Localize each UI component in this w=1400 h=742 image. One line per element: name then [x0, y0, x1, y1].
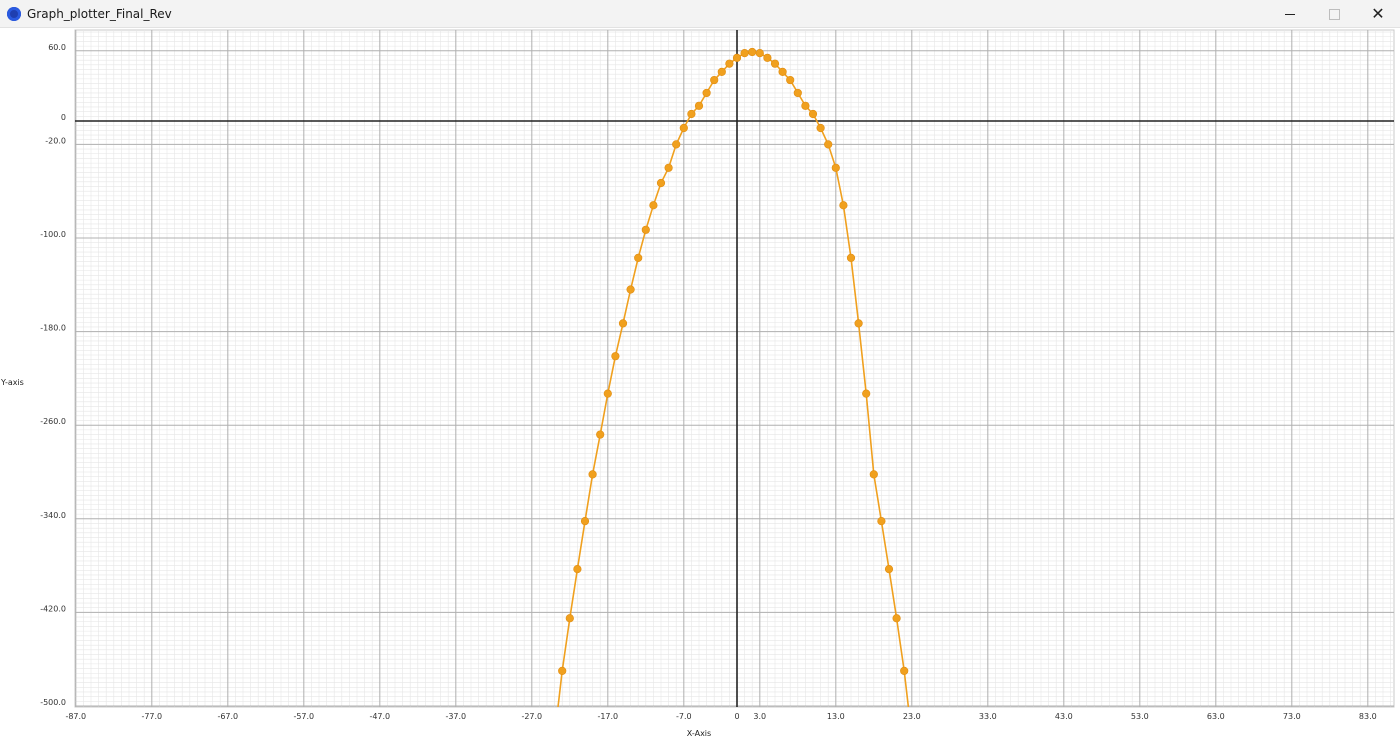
data-point [649, 201, 658, 210]
data-point [854, 319, 863, 328]
y-tick-label: -20.0 [45, 136, 66, 145]
plot-frame [74, 29, 1395, 708]
data-point [679, 123, 688, 133]
data-point [603, 389, 612, 398]
data-point [763, 53, 772, 62]
x-tick-label: 33.0 [979, 712, 997, 721]
data-point [626, 285, 635, 294]
data-point [862, 389, 871, 398]
data-point [717, 67, 726, 76]
tick-labels: -87.0 -77.0 -67.0 -57.0 -47.0 -37.0 -27.0 -17.0… [40, 43, 1377, 721]
y-axis-label: Y-axis [0, 378, 24, 387]
x-axis-label: X-Axis [687, 729, 711, 738]
data-point [573, 565, 582, 574]
x-tick-label: 23.0 [903, 712, 921, 721]
x-tick-label: -37.0 [445, 712, 466, 721]
data-point [786, 75, 795, 85]
series-line [557, 51, 910, 707]
y-tick-label: -180.0 [40, 324, 66, 333]
y-tick-label: -260.0 [40, 417, 66, 426]
data-point [740, 49, 749, 58]
y-tick-label: -100.0 [40, 230, 66, 239]
app-icon [7, 7, 21, 21]
data-point [611, 352, 620, 361]
x-tick-label: 63.0 [1207, 712, 1225, 721]
x-tick-label: 43.0 [1055, 712, 1073, 721]
data-point [634, 253, 643, 262]
x-tick-label: -7.0 [676, 712, 692, 721]
y-tick-label: 0 [61, 113, 66, 122]
data-point [672, 140, 681, 149]
data-point [580, 517, 590, 526]
data-point [816, 123, 825, 133]
data-point [702, 88, 711, 98]
data-point [664, 163, 673, 172]
data-point [656, 178, 666, 188]
data-point [641, 225, 650, 234]
x-tick-label: 3.0 [753, 712, 766, 721]
data-point [831, 163, 840, 172]
y-tick-label: 60.0 [48, 43, 66, 52]
x-tick-label: -67.0 [217, 712, 238, 721]
data-point [732, 53, 742, 62]
major-grid [75, 30, 1394, 707]
title-bar: Graph_plotter_Final_Rev ✕ [0, 0, 1400, 28]
data-point [846, 253, 856, 262]
y-tick-label: -340.0 [40, 511, 66, 520]
close-icon: ✕ [1371, 4, 1385, 23]
data-point [596, 430, 605, 439]
data-point [748, 47, 757, 57]
data-series [557, 47, 910, 707]
x-tick-label: -87.0 [65, 712, 86, 721]
plot-area: -87.0 -77.0 -67.0 -57.0 -47.0 -37.0 -27.0 -17.0… [0, 29, 1395, 738]
data-point [618, 319, 628, 328]
data-point [710, 75, 719, 85]
data-point [824, 140, 833, 149]
data-point [558, 666, 567, 676]
x-tick-label: -27.0 [521, 712, 542, 721]
data-point [892, 614, 901, 623]
data-point [770, 59, 780, 68]
x-tick-label: 83.0 [1359, 712, 1377, 721]
data-point [900, 666, 909, 676]
minor-grid [74, 29, 1395, 708]
close-button[interactable]: ✕ [1355, 0, 1400, 28]
data-point [793, 88, 802, 98]
maximize-button[interactable] [1311, 0, 1357, 28]
x-tick-label: 13.0 [827, 712, 845, 721]
data-point [869, 470, 878, 479]
data-point [778, 67, 787, 76]
data-point [755, 49, 764, 58]
x-tick-label: -47.0 [369, 712, 390, 721]
minimize-button[interactable] [1267, 0, 1313, 28]
x-tick-label: 53.0 [1131, 712, 1149, 721]
data-point [801, 101, 810, 110]
data-point [877, 517, 886, 526]
y-tick-label: -420.0 [40, 604, 66, 613]
x-tick-label: -17.0 [597, 712, 618, 721]
x-tick-label: -77.0 [141, 712, 162, 721]
axes [75, 30, 1394, 707]
data-point [687, 109, 696, 119]
data-point [839, 201, 848, 210]
x-tick-label: -57.0 [293, 712, 314, 721]
data-point [808, 109, 818, 119]
x-tick-label: 0 [734, 712, 739, 721]
x-tick-label: 73.0 [1283, 712, 1301, 721]
data-point [725, 59, 734, 68]
minimize-icon [1285, 13, 1295, 15]
data-point [884, 565, 894, 574]
window-title: Graph_plotter_Final_Rev [27, 7, 172, 21]
data-point [694, 101, 704, 110]
data-point [588, 470, 597, 479]
y-tick-label: -500.0 [40, 698, 66, 707]
data-point [565, 614, 574, 623]
maximize-icon [1328, 8, 1340, 20]
